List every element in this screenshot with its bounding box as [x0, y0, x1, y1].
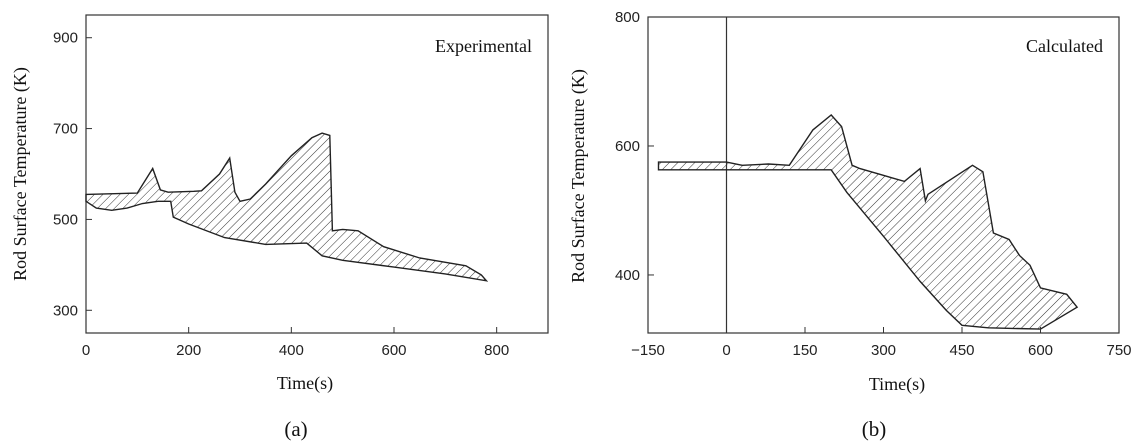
panel-a-ytick-label: 300 — [53, 302, 78, 319]
panel-b-xlabel: Time(s) — [869, 374, 925, 395]
panel-b-xtick-label: 750 — [1106, 342, 1131, 359]
panel-b-ytick-label: 600 — [615, 138, 640, 155]
panel-b-caption: (b) — [862, 417, 887, 441]
panel-a-caption: (a) — [284, 417, 307, 441]
panel-b: Rod Surface Temperature (K) −150 0 150 300 4… — [568, 9, 1132, 441]
panel-a-ylabel: Rod Surface Temperature (K) — [10, 67, 31, 281]
panel-b-xtick-label: 300 — [871, 342, 896, 359]
panel-a-band-layer — [85, 132, 489, 282]
panel-b-xtick-label: 0 — [722, 342, 730, 359]
panel-b-annotation: Calculated — [1026, 36, 1103, 56]
panel-b-yticks: 400 600 800 — [615, 9, 654, 284]
panel-a-xtick-label: 800 — [484, 342, 509, 359]
panel-b-band-layer — [657, 114, 1079, 330]
panel-a-temperature-band — [85, 132, 489, 282]
panel-a-ytick-label: 700 — [53, 121, 78, 138]
panel-a: Rod Surface Temperature (K) 0 200 400 600 80… — [10, 14, 549, 441]
panel-b-xtick-label: −150 — [631, 342, 665, 359]
panel-a-xtick-label: 0 — [82, 342, 90, 359]
panel-a-xtick-label: 600 — [381, 342, 406, 359]
panel-a-yticks: 300 500 700 900 — [53, 30, 92, 319]
panel-b-ytick-label: 400 — [615, 267, 640, 284]
panel-a-xtick-label: 200 — [176, 342, 201, 359]
panel-a-annotation: Experimental — [435, 36, 532, 56]
panel-a-xtick-label: 400 — [279, 342, 304, 359]
panel-a-xlabel: Time(s) — [277, 373, 333, 394]
panel-b-ylabel: Rod Surface Temperature (K) — [568, 69, 589, 283]
panel-b-xtick-label: 450 — [949, 342, 974, 359]
panel-b-xtick-label: 150 — [792, 342, 817, 359]
panel-a-plot-frame — [85, 14, 549, 334]
panel-b-ytick-label: 800 — [615, 9, 640, 26]
panel-a-xticks: 0 200 400 600 800 — [82, 327, 509, 359]
panel-b-temperature-band — [657, 114, 1079, 330]
panel-b-xtick-label: 600 — [1028, 342, 1053, 359]
panel-a-ytick-label: 500 — [53, 211, 78, 228]
panel-b-xticks: −150 0 150 300 450 600 750 — [631, 327, 1132, 359]
panel-a-ytick-label: 900 — [53, 30, 78, 47]
